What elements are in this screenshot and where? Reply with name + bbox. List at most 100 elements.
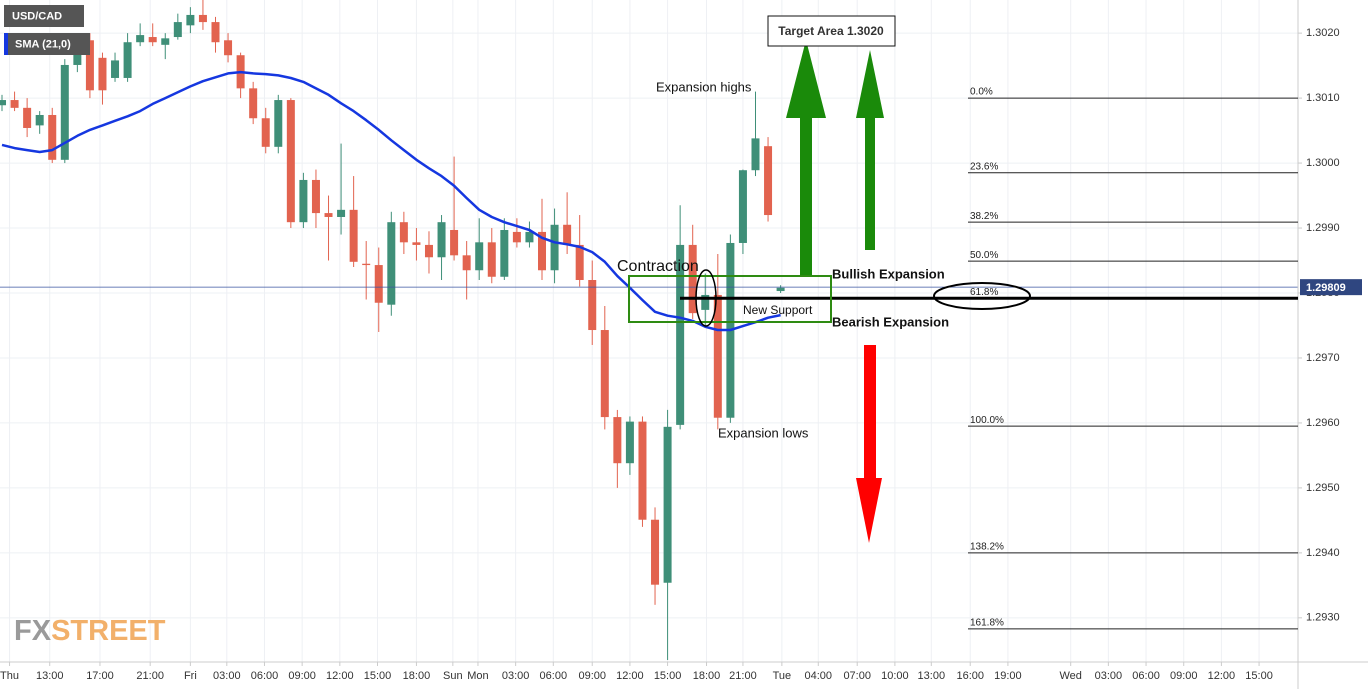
candle-body <box>563 224 572 245</box>
x-tick-label: 06:00 <box>251 670 279 682</box>
candle-body <box>111 60 120 78</box>
candle-body <box>701 294 710 310</box>
annotation: Expansion lows <box>718 425 809 440</box>
x-tick-label: 12:00 <box>1208 670 1236 682</box>
x-tick-label: 15:00 <box>1245 670 1273 682</box>
candle-body <box>299 179 308 223</box>
candle-body <box>613 417 622 464</box>
contraction-box <box>628 275 832 323</box>
x-tick-label: 06:00 <box>540 670 568 682</box>
last-price-box <box>1300 279 1362 296</box>
fib-ellipse <box>933 282 1031 310</box>
x-tick-label: 09:00 <box>288 670 316 682</box>
candle-body <box>249 88 258 119</box>
x-tick-label: 04:00 <box>805 670 833 682</box>
y-tick-label: 1.3000 <box>1306 157 1340 169</box>
fib-label: 0.0% <box>970 87 993 98</box>
candle-body <box>73 50 82 65</box>
x-tick-label: 16:00 <box>956 670 984 682</box>
sma-line <box>1 70 781 332</box>
symbol: USD/CAD <box>12 10 62 22</box>
y-tick-label: 1.2960 <box>1306 417 1340 429</box>
candle-body <box>600 330 609 418</box>
y-tick-label: 1.2950 <box>1306 482 1340 494</box>
fib-label: 138.2% <box>970 541 1004 552</box>
logo-street: STREET <box>51 615 166 647</box>
x-tick-label: 03:00 <box>502 670 530 682</box>
candle-body <box>713 294 722 418</box>
x-tick-label: 18:00 <box>403 670 431 682</box>
x-tick-label: 10:00 <box>881 670 909 682</box>
annotation: Expansion highs <box>656 79 752 94</box>
fib-label: 61.8% <box>970 287 998 298</box>
fib-label: 100.0% <box>970 415 1004 426</box>
x-tick-label: 03:00 <box>213 670 241 682</box>
candle-body <box>550 224 559 271</box>
candle-body <box>538 231 547 271</box>
candle-body <box>0 100 7 106</box>
indicator: SMA (21,0) <box>15 38 71 50</box>
overlay: 1.30201.30101.30001.29901.29801.29701.29… <box>0 27 1362 682</box>
candle-body <box>450 229 459 256</box>
candle-body <box>85 40 94 91</box>
candle-body <box>776 287 785 292</box>
candle-body <box>751 138 760 171</box>
candle-body <box>399 222 408 243</box>
candle-body <box>412 242 421 245</box>
annotation: New Support <box>743 303 813 317</box>
candle-body <box>424 244 433 258</box>
fib-label: 23.6% <box>970 161 998 172</box>
x-tick-label: 13:00 <box>36 670 64 682</box>
candle-body <box>676 244 685 425</box>
candle-body <box>475 242 484 271</box>
x-tick-label: Fri <box>184 670 197 682</box>
x-tick-label: Sun <box>443 670 463 682</box>
x-tick-label: 18:00 <box>693 670 721 682</box>
candle-body <box>437 222 446 258</box>
candle-body <box>10 100 19 108</box>
plot <box>0 0 1298 661</box>
candle-body <box>48 114 57 160</box>
annotation: Bullish Expansion <box>832 266 945 281</box>
candle-body <box>362 263 371 266</box>
x-tick-label: 17:00 <box>86 670 114 682</box>
candle-body <box>198 14 207 23</box>
x-tick-label: Tue <box>773 670 792 682</box>
y-tick-label: 1.2970 <box>1306 352 1340 364</box>
candle-body <box>487 242 496 277</box>
logo-fx: FX <box>14 615 52 647</box>
x-tick-label: 07:00 <box>843 670 871 682</box>
fib-label: 50.0% <box>970 250 998 261</box>
candle-body <box>387 222 396 305</box>
candle-body <box>35 114 44 126</box>
symbol-box <box>4 5 84 27</box>
x-tick-label: 09:00 <box>578 670 606 682</box>
candle-body <box>663 426 672 583</box>
candle-body <box>512 231 521 243</box>
logo: FXSTREET <box>14 615 166 647</box>
candle-body <box>324 213 333 217</box>
x-tick-label: 15:00 <box>364 670 392 682</box>
bull-arrow <box>856 50 884 250</box>
candle-body <box>173 22 182 38</box>
x-tick-label: 15:00 <box>654 670 682 682</box>
grid <box>0 0 1298 662</box>
candle-body <box>374 265 383 303</box>
candle-body <box>123 42 132 78</box>
bull-arrow <box>786 40 826 275</box>
candle-body <box>211 22 220 43</box>
x-tick-label: 21:00 <box>136 670 164 682</box>
candle-body <box>274 100 283 147</box>
x-tick-label: 19:00 <box>994 670 1022 682</box>
candle-body <box>23 107 32 128</box>
x-tick-label: 12:00 <box>326 670 354 682</box>
candle-body <box>588 280 597 331</box>
annotation: Target Area 1.3020 <box>778 24 884 38</box>
candle-body <box>337 209 346 217</box>
highlight-ellipse <box>695 269 717 327</box>
y-tick-label: 1.3020 <box>1306 27 1340 39</box>
candle-body <box>638 421 647 520</box>
candle-body <box>286 100 295 223</box>
x-tick-label: 21:00 <box>729 670 757 682</box>
target-box <box>767 15 896 47</box>
